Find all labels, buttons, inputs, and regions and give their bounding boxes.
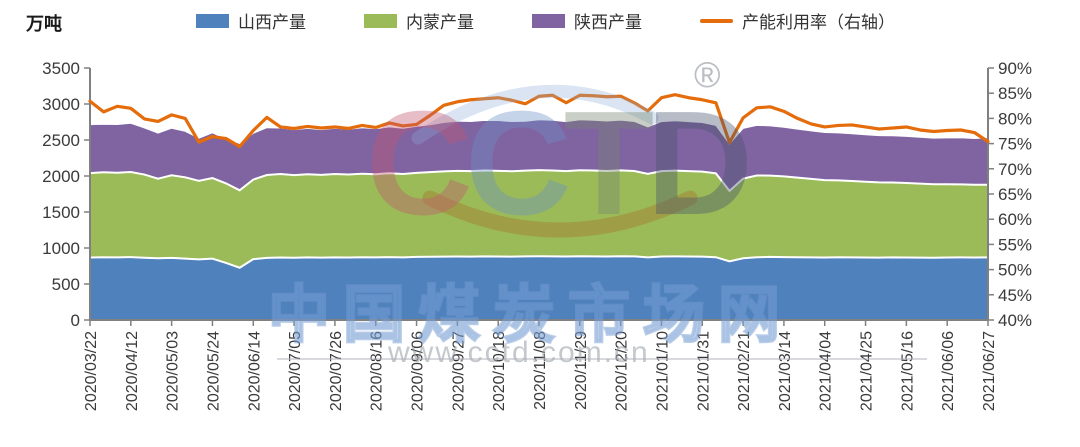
legend-item-shaanxi: 陕西产量	[532, 8, 642, 33]
legend-shaanxi-swatch	[532, 13, 565, 28]
legend-item-utilization: 产能利用率（右轴）	[700, 8, 895, 33]
chart-legend: 山西产量 内蒙产量 陕西产量 产能利用率（右轴）	[196, 8, 895, 33]
x-axis-tick-label: 2020/07/05	[287, 331, 304, 411]
legend-shanxi-swatch	[196, 13, 229, 28]
left-axis-tick-label: 500	[52, 275, 80, 294]
left-axis-tick-label: 2000	[42, 167, 80, 186]
right-axis-tick-label: 70%	[998, 160, 1032, 179]
right-axis-tick-label: 90%	[998, 59, 1032, 78]
right-axis-tick-label: 65%	[998, 185, 1032, 204]
x-axis-tick-label: 2021/05/16	[899, 331, 916, 411]
area-shanxi	[90, 256, 988, 320]
x-axis-tick-label: 2020/03/22	[83, 331, 100, 411]
left-axis-tick-label: 3000	[42, 95, 80, 114]
legend-utilization-line-marker	[700, 18, 733, 23]
right-axis-tick-label: 50%	[998, 261, 1032, 280]
right-axis-tick-label: 80%	[998, 109, 1032, 128]
x-axis-tick-label: 2020/10/18	[491, 331, 508, 411]
left-axis-tick-label: 1000	[42, 239, 80, 258]
x-axis-tick-label: 2021/04/25	[859, 331, 876, 411]
x-axis-tick-label: 2020/06/14	[246, 331, 263, 411]
x-axis-tick-label: 2020/05/24	[205, 331, 222, 411]
legend-item-neimeng: 内蒙产量	[364, 8, 474, 33]
band-separator	[89, 255, 989, 269]
area-shaanxi	[90, 119, 988, 191]
x-axis-tick-label: 2020/11/29	[573, 331, 590, 410]
x-axis-tick-label: 2020/09/06	[410, 331, 427, 411]
right-axis-tick-label: 45%	[998, 286, 1032, 305]
right-axis-tick-label: 60%	[998, 210, 1032, 229]
legend-label-neimeng: 内蒙产量	[406, 13, 474, 32]
x-axis-tick-label: 2021/06/06	[940, 331, 957, 411]
x-axis-tick-label: 2020/05/03	[165, 331, 182, 411]
utilization-line	[88, 93, 990, 149]
x-axis-tick-label: 2020/08/16	[369, 331, 386, 411]
x-axis-tick-label: 2020/09/27	[450, 331, 467, 411]
x-axis-tick-label: 2021/03/14	[777, 331, 794, 411]
band-separator	[89, 169, 988, 193]
left-axis-tick-label: 3500	[42, 59, 80, 78]
legend-label-utilization: 产能利用率（右轴）	[742, 13, 895, 32]
x-axis-tick-label: 2021/01/31	[695, 331, 712, 411]
left-axis-unit-label: 万吨	[26, 14, 62, 34]
x-axis-tick-label: 2021/02/21	[736, 331, 753, 411]
left-axis-tick-label: 2500	[42, 131, 80, 150]
x-axis-tick-label: 2021/04/04	[818, 331, 835, 411]
x-axis-tick-label: 2021/01/10	[654, 331, 671, 411]
legend-item-shanxi: 山西产量	[196, 8, 306, 33]
band-separator	[89, 119, 989, 145]
right-axis-tick-label: 75%	[998, 135, 1032, 154]
left-axis-tick-label: 0	[71, 311, 80, 330]
x-axis-tick-label: 2020/11/08	[532, 331, 549, 410]
legend-neimeng-swatch	[364, 13, 397, 28]
right-axis-tick-label: 85%	[998, 84, 1032, 103]
area-neimeng	[90, 170, 988, 268]
x-axis-tick-label: 2021/06/27	[981, 331, 998, 411]
left-axis-tick-label: 1500	[42, 203, 80, 222]
legend-label-shanxi: 山西产量	[238, 13, 306, 32]
right-axis-tick-label: 55%	[998, 235, 1032, 254]
x-axis-tick-label: 2020/07/26	[328, 331, 345, 411]
right-axis-tick-label: 40%	[998, 311, 1032, 330]
x-axis-tick-label: 2020/04/12	[124, 331, 141, 411]
x-axis-tick-label: 2020/12/20	[614, 331, 631, 411]
legend-label-shaanxi: 陕西产量	[574, 13, 642, 32]
